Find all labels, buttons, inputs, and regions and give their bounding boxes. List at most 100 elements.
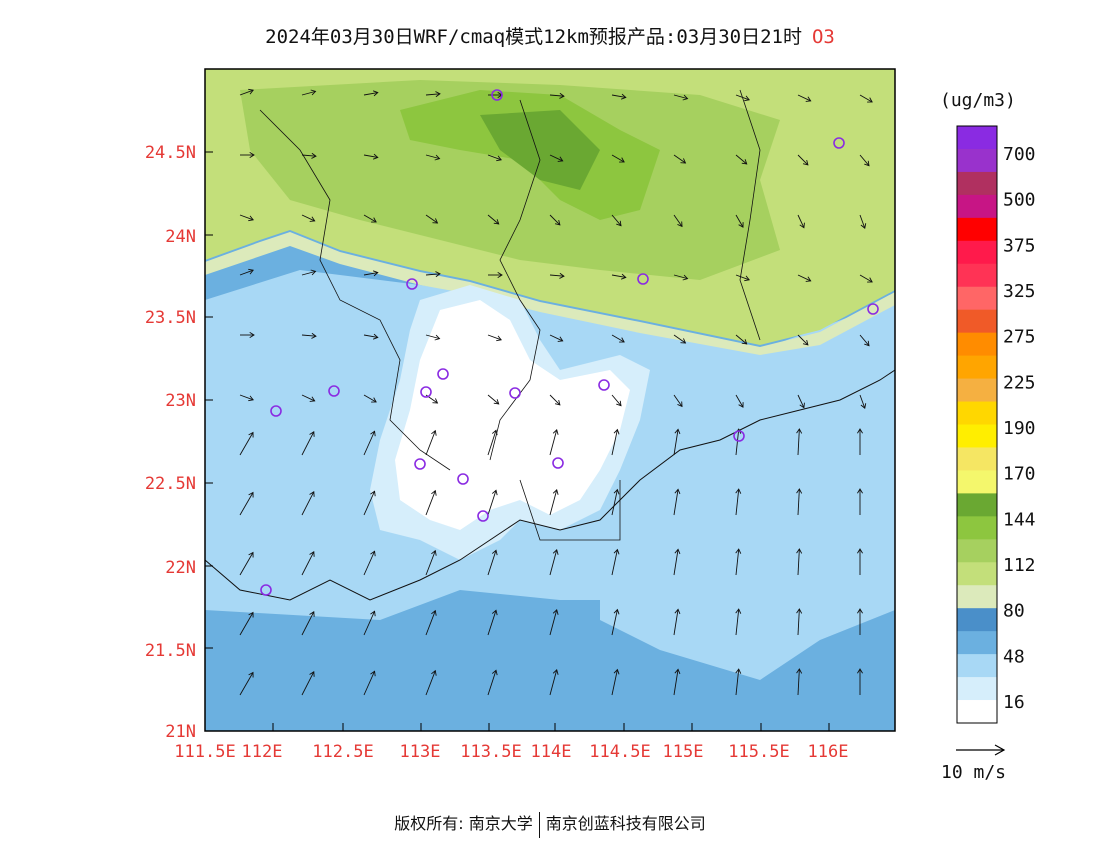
legend-swatch bbox=[957, 631, 997, 655]
wind-vector bbox=[549, 214, 561, 226]
wind-vector-head bbox=[431, 609, 437, 616]
legend-swatch bbox=[957, 585, 997, 609]
hong-kong-boundary bbox=[519, 479, 621, 541]
wind-vector-head bbox=[311, 332, 317, 339]
wind-vector bbox=[239, 432, 254, 456]
wind-vector-head bbox=[613, 428, 620, 435]
station-marker bbox=[457, 473, 469, 485]
wind-vector-head bbox=[864, 160, 870, 167]
legend-swatch bbox=[957, 654, 997, 678]
wind-vector-head bbox=[735, 608, 742, 614]
wind-vector-head bbox=[431, 489, 437, 496]
wind-vector-head bbox=[249, 152, 255, 158]
wind-vector bbox=[363, 272, 378, 276]
wind-vector bbox=[735, 94, 750, 101]
wind-vector bbox=[487, 334, 502, 341]
admin-boundary-central bbox=[489, 99, 541, 461]
wind-vector-head bbox=[370, 430, 376, 437]
wind-vector bbox=[239, 269, 254, 276]
wind-vector-head bbox=[799, 222, 805, 229]
wind-vector-head bbox=[309, 216, 316, 222]
legend-labels: 700 500 375 325 275 225 190 170 144 112 80 48 16 bbox=[1003, 144, 1036, 713]
legend-swatch bbox=[957, 332, 997, 357]
wind-vector bbox=[673, 669, 679, 696]
wind-vector bbox=[673, 154, 686, 164]
legend-swatch bbox=[957, 240, 997, 265]
wind-vector-head bbox=[491, 609, 498, 616]
wind-vector-head bbox=[802, 159, 809, 166]
wind-vector bbox=[735, 489, 740, 516]
wind-vector bbox=[487, 550, 497, 576]
station-marker bbox=[637, 273, 649, 285]
wind-vector bbox=[797, 394, 805, 408]
wind-vector-head bbox=[741, 339, 748, 345]
wind-vector bbox=[549, 274, 564, 277]
wind-vector-head bbox=[857, 488, 863, 494]
wind-vector-head bbox=[248, 551, 254, 558]
wind-vector bbox=[611, 94, 626, 98]
wind-vector-head bbox=[493, 219, 500, 225]
wind-vector-head bbox=[309, 491, 315, 497]
wind-vector-head bbox=[860, 403, 867, 409]
wind-vector bbox=[611, 489, 618, 516]
wind-vector bbox=[301, 551, 315, 576]
wind-vector-head bbox=[310, 269, 317, 276]
lat-tick-label: 23N bbox=[165, 391, 196, 411]
legend-swatch bbox=[957, 194, 997, 219]
wind-vector-head bbox=[735, 668, 742, 674]
wind-vector bbox=[673, 394, 683, 407]
station-marker bbox=[270, 405, 282, 417]
wind-vector bbox=[859, 394, 866, 409]
wind-vector-head bbox=[249, 332, 255, 338]
footer-left: 版权所有: 南京大学 bbox=[394, 814, 533, 833]
wind-vector bbox=[239, 612, 254, 636]
wind-vector-head bbox=[491, 489, 498, 496]
legend-swatch bbox=[957, 171, 997, 196]
wind-vector bbox=[735, 549, 740, 576]
wind-vector bbox=[301, 334, 316, 337]
lat-tick-label: 21N bbox=[165, 722, 196, 742]
lon-tick-label: 112E bbox=[242, 742, 283, 762]
wind-vector-head bbox=[552, 669, 559, 675]
wind-vector bbox=[735, 609, 740, 636]
wind-vector bbox=[797, 94, 811, 102]
wind-vector-head bbox=[860, 223, 867, 229]
wind-vector-head bbox=[559, 92, 565, 99]
wind-vector bbox=[611, 154, 625, 163]
wind-vector bbox=[363, 92, 378, 96]
peak-ozone-region bbox=[480, 110, 600, 190]
wind-vector-head bbox=[552, 609, 559, 615]
lon-tick-label: 116E bbox=[808, 742, 849, 762]
wind-vector-head bbox=[805, 276, 812, 282]
lon-tick-label: 115E bbox=[663, 742, 704, 762]
lat-tick-label: 24.5N bbox=[145, 143, 196, 163]
wind-vector-head bbox=[370, 550, 376, 557]
wind-vector-head bbox=[554, 219, 561, 226]
transition-strip bbox=[205, 232, 895, 355]
legend-swatch bbox=[957, 424, 997, 448]
legend-label: 16 bbox=[1003, 692, 1025, 713]
wind-vector-head bbox=[559, 272, 565, 279]
wind-vector-head bbox=[248, 611, 254, 618]
legend-label: 170 bbox=[1003, 464, 1036, 485]
legend-swatches bbox=[957, 126, 997, 724]
wind-vector-head bbox=[616, 220, 622, 227]
legend-swatch bbox=[957, 516, 997, 540]
wind-vector bbox=[611, 334, 625, 343]
wind-vector bbox=[425, 490, 436, 516]
wind-vector-head bbox=[435, 271, 441, 278]
wind-vector-head bbox=[867, 277, 873, 283]
legend-swatch bbox=[957, 126, 997, 150]
station-marker bbox=[867, 303, 879, 315]
wind-vector bbox=[673, 489, 679, 516]
wind-vector-head bbox=[431, 669, 437, 676]
legend-swatch bbox=[957, 286, 997, 311]
wind-vector-head bbox=[674, 428, 681, 435]
sea-light-band bbox=[600, 480, 895, 680]
wind-vector bbox=[239, 552, 254, 576]
wind-vector bbox=[239, 214, 254, 221]
wind-vector bbox=[611, 214, 622, 227]
wind-vector-head bbox=[248, 88, 254, 95]
wind-vector-head bbox=[682, 274, 689, 281]
